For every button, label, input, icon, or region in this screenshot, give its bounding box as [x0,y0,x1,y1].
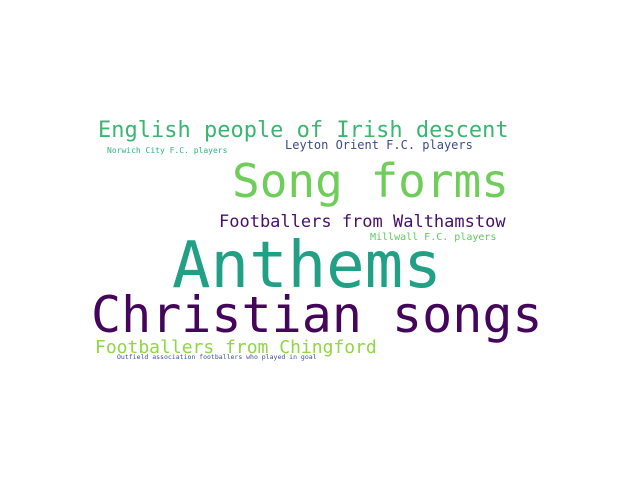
word-anthems: Anthems [172,229,442,303]
word-song-forms: Song forms [232,154,509,208]
word-norwich-city-fc-players: Norwich City F.C. players [107,146,228,155]
word-millwall-fc-players: Millwall F.C. players [370,232,497,243]
word-footballers-from-chingford: Footballers from Chingford [95,337,377,358]
word-leyton-orient-fc-players: Leyton Orient F.C. players [285,138,473,152]
word-outfield-association-footballers: Outfield association footballers who pla… [117,353,317,361]
word-footballers-from-walthamstow: Footballers from Walthamstow [219,212,506,232]
word-christian-songs: Christian songs [91,286,543,344]
word-english-people-of-irish-descent: English people of Irish descent [98,118,509,143]
